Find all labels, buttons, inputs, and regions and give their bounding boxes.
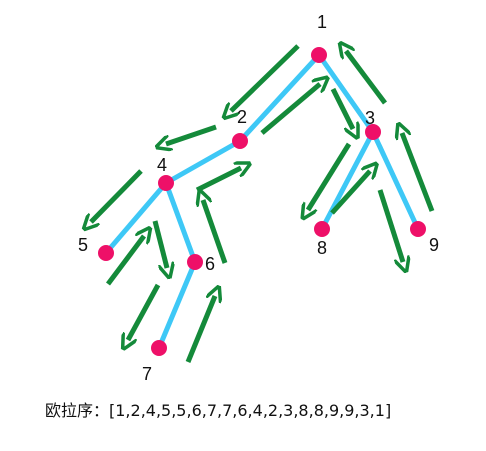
traversal-arrow-1-to-3 <box>330 87 353 129</box>
node-labels: 1 2 3 4 5 6 7 8 9 <box>78 12 439 384</box>
euler-sequence-caption: 欧拉序：[1,2,4,5,5,6,7,7,6,4,2,3,8,8,9,9,3,1… <box>45 401 391 420</box>
traversal-arrow-4-to-6 <box>152 220 167 268</box>
node-label-7: 7 <box>142 364 152 384</box>
tree-node-5 <box>98 245 114 261</box>
traversal-arrow-5-to-4 <box>106 236 144 286</box>
tree-node-3 <box>365 124 381 140</box>
traversal-arrow-9-to-3 <box>402 133 435 212</box>
node-label-3: 3 <box>365 108 375 128</box>
tree-edge-1-3 <box>316 52 376 135</box>
tree-edge-2-4 <box>163 138 243 186</box>
traversal-arrow-3-to-8 <box>308 142 352 210</box>
tree-node-9 <box>410 221 426 237</box>
tree-edge-6-7 <box>156 259 198 351</box>
tree-edges <box>103 52 421 351</box>
traversal-arrow-6-to-4 <box>203 200 228 264</box>
node-label-1: 1 <box>317 12 327 32</box>
traversal-arrows <box>91 44 435 363</box>
node-label-2: 2 <box>237 107 247 127</box>
node-label-6: 6 <box>205 254 215 274</box>
traversal-arrow-8-to-3 <box>330 171 370 215</box>
tree-edge-4-5 <box>103 180 169 256</box>
node-label-4: 4 <box>157 155 167 175</box>
tree-node-7 <box>151 340 167 356</box>
tree-node-2 <box>232 133 248 149</box>
traversal-arrow-4-to-2 <box>195 168 241 193</box>
node-label-5: 5 <box>78 235 88 255</box>
tree-node-1 <box>311 47 327 63</box>
traversal-arrow-3-to-1 <box>346 51 387 105</box>
tree-node-8 <box>314 221 330 237</box>
tree-edge-3-8 <box>319 129 376 232</box>
tree-node-6 <box>187 254 203 270</box>
traversal-arrow-6-to-7 <box>128 283 161 340</box>
traversal-arrow-3-to-9 <box>377 189 403 262</box>
tree-edge-4-6 <box>163 180 198 265</box>
tree-node-4 <box>158 175 174 191</box>
node-label-8: 8 <box>317 238 327 258</box>
traversal-arrow-2-to-4 <box>166 124 217 144</box>
traversal-arrow-1-to-2 <box>231 44 300 111</box>
traversal-arrow-4-to-5 <box>91 169 143 222</box>
tree-edge-1-2 <box>237 52 322 144</box>
tree-nodes <box>98 47 426 356</box>
traversal-arrow-7-to-6 <box>185 296 215 363</box>
traversal-arrow-2-to-1 <box>260 84 320 135</box>
tree-edge-3-9 <box>370 129 421 232</box>
node-label-9: 9 <box>429 235 439 255</box>
